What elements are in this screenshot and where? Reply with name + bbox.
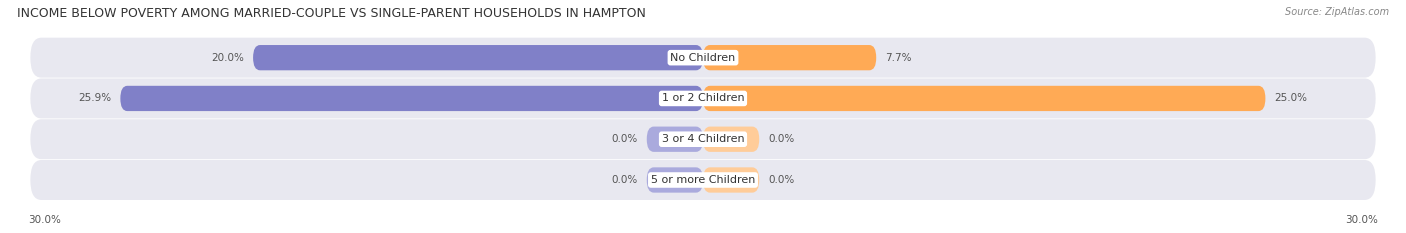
Text: 25.9%: 25.9% <box>79 93 111 103</box>
FancyBboxPatch shape <box>703 167 759 193</box>
Text: 0.0%: 0.0% <box>768 134 794 144</box>
FancyBboxPatch shape <box>121 86 703 111</box>
FancyBboxPatch shape <box>703 127 759 152</box>
FancyBboxPatch shape <box>31 119 1375 159</box>
Text: 3 or 4 Children: 3 or 4 Children <box>662 134 744 144</box>
FancyBboxPatch shape <box>703 86 1265 111</box>
Text: 5 or more Children: 5 or more Children <box>651 175 755 185</box>
Text: 0.0%: 0.0% <box>612 175 638 185</box>
Text: 20.0%: 20.0% <box>211 53 245 63</box>
FancyBboxPatch shape <box>31 160 1375 200</box>
Text: 7.7%: 7.7% <box>886 53 911 63</box>
Text: 0.0%: 0.0% <box>768 175 794 185</box>
FancyBboxPatch shape <box>31 38 1375 78</box>
Text: INCOME BELOW POVERTY AMONG MARRIED-COUPLE VS SINGLE-PARENT HOUSEHOLDS IN HAMPTON: INCOME BELOW POVERTY AMONG MARRIED-COUPL… <box>17 7 645 20</box>
FancyBboxPatch shape <box>647 167 703 193</box>
Text: 30.0%: 30.0% <box>1346 215 1378 225</box>
Text: 0.0%: 0.0% <box>612 134 638 144</box>
FancyBboxPatch shape <box>253 45 703 70</box>
Text: Source: ZipAtlas.com: Source: ZipAtlas.com <box>1285 7 1389 17</box>
Text: 25.0%: 25.0% <box>1274 93 1308 103</box>
FancyBboxPatch shape <box>647 127 703 152</box>
Text: No Children: No Children <box>671 53 735 63</box>
Text: 1 or 2 Children: 1 or 2 Children <box>662 93 744 103</box>
FancyBboxPatch shape <box>703 45 876 70</box>
Text: 30.0%: 30.0% <box>28 215 60 225</box>
FancyBboxPatch shape <box>31 79 1375 118</box>
